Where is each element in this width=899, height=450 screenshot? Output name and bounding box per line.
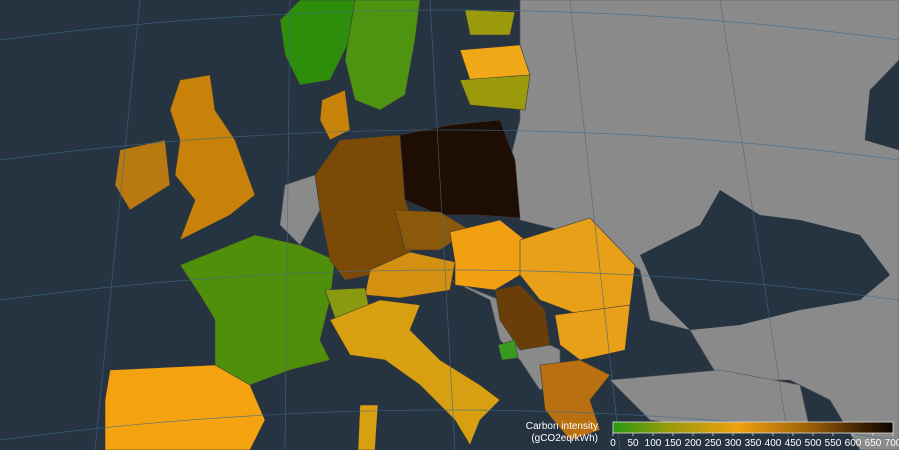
poland (399, 119, 521, 219)
serbia (494, 284, 551, 351)
scale-tick-label: 250 (705, 438, 722, 449)
greece (539, 359, 611, 441)
scale-tick-label: 650 (865, 438, 882, 449)
scale-tick-label: 700 (885, 438, 899, 449)
latvia (459, 44, 531, 81)
scale-tick-label: 50 (627, 438, 639, 449)
scale-tick-label: 0 (610, 438, 616, 449)
legend-title: (gCO2eq/kWh) (531, 433, 598, 444)
norway (279, 0, 356, 86)
scale-tick-label: 150 (665, 438, 682, 449)
scale-tick-label: 100 (645, 438, 662, 449)
slovakia-hungary (449, 219, 526, 291)
scale-tick-label: 600 (845, 438, 862, 449)
scale-tick-label: 550 (825, 438, 842, 449)
lithuania (459, 74, 531, 111)
montenegro (497, 339, 519, 361)
land-benelux (279, 174, 321, 246)
scale-tick-label: 350 (745, 438, 762, 449)
france (179, 234, 336, 386)
legend-title: Carbon intensity (526, 421, 598, 432)
great-britain (169, 74, 256, 241)
scale-tick-label: 400 (765, 438, 782, 449)
scale-tick-label: 300 (725, 438, 742, 449)
estonia (464, 9, 516, 36)
black-sea (640, 190, 890, 330)
denmark (319, 89, 351, 141)
caspian (865, 70, 899, 150)
sicily-sardinia (357, 404, 379, 450)
color-scale (612, 421, 894, 434)
sweden (344, 0, 421, 111)
scale-tick-label: 500 (805, 438, 822, 449)
scale-tick-label: 450 (785, 438, 802, 449)
ireland (114, 139, 171, 211)
bulgaria (554, 304, 631, 361)
scale-tick-label: 200 (685, 438, 702, 449)
spain (104, 364, 266, 450)
